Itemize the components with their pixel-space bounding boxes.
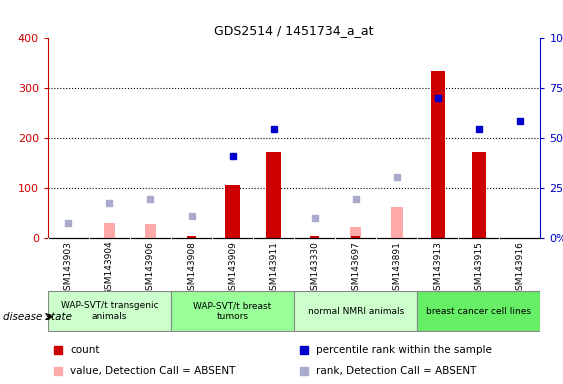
Text: GSM143911: GSM143911 — [269, 241, 278, 296]
Text: breast cancer cell lines: breast cancer cell lines — [426, 306, 531, 316]
Text: GSM143891: GSM143891 — [392, 241, 401, 296]
Text: GSM143909: GSM143909 — [228, 241, 237, 296]
Bar — [294, 291, 417, 331]
Text: GSM143908: GSM143908 — [187, 241, 196, 296]
Text: disease state: disease state — [3, 312, 72, 322]
Text: GSM143906: GSM143906 — [146, 241, 155, 296]
Bar — [351, 235, 360, 238]
Text: GSM143915: GSM143915 — [475, 241, 484, 296]
Bar — [145, 224, 156, 238]
Text: GSM143916: GSM143916 — [516, 241, 525, 296]
Bar — [225, 185, 240, 238]
Text: count: count — [70, 345, 100, 355]
Text: value, Detection Call = ABSENT: value, Detection Call = ABSENT — [70, 366, 235, 376]
Bar — [171, 291, 294, 331]
Bar — [310, 235, 319, 238]
Text: GSM143913: GSM143913 — [434, 241, 443, 296]
Text: GSM143697: GSM143697 — [351, 241, 360, 296]
Title: GDS2514 / 1451734_a_at: GDS2514 / 1451734_a_at — [215, 24, 374, 37]
Text: normal NMRI animals: normal NMRI animals — [307, 306, 404, 316]
Text: rank, Detection Call = ABSENT: rank, Detection Call = ABSENT — [316, 366, 477, 376]
Text: GSM143904: GSM143904 — [105, 241, 114, 295]
Text: WAP-SVT/t breast
tumors: WAP-SVT/t breast tumors — [194, 301, 272, 321]
Bar — [48, 291, 171, 331]
Text: GSM143330: GSM143330 — [310, 241, 319, 296]
Bar — [431, 71, 445, 238]
Bar — [417, 291, 540, 331]
Bar — [472, 152, 486, 238]
Text: percentile rank within the sample: percentile rank within the sample — [316, 345, 492, 355]
Bar — [350, 227, 361, 238]
Text: WAP-SVT/t transgenic
animals: WAP-SVT/t transgenic animals — [61, 301, 158, 321]
Bar — [187, 235, 196, 238]
Bar — [266, 152, 281, 238]
Bar — [391, 207, 403, 238]
Bar — [104, 223, 115, 238]
Text: GSM143903: GSM143903 — [64, 241, 73, 296]
